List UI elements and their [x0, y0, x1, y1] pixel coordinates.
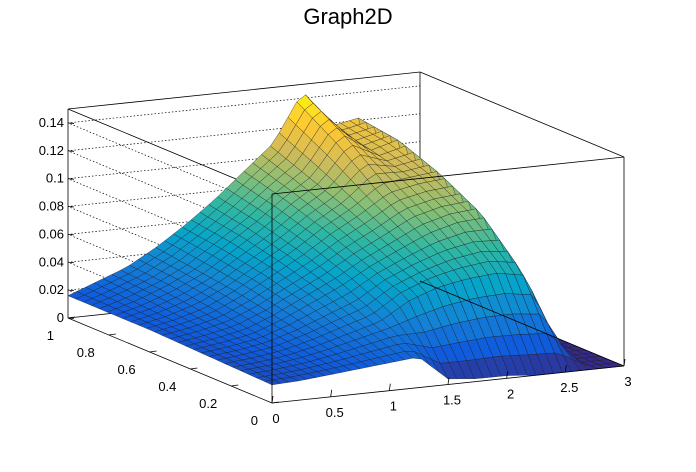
y-tick-label: 0.8 [77, 345, 95, 360]
x-tick [564, 365, 567, 373]
y-tick [271, 401, 280, 404]
z-tick [67, 178, 75, 180]
x-tick [447, 377, 450, 385]
z-tick-label: 0.04 [39, 254, 64, 269]
x-tick-label: 1 [390, 399, 397, 414]
z-tick-label: 0.06 [39, 226, 64, 241]
y-tick [108, 333, 116, 336]
z-tick-label: 0.08 [39, 199, 64, 214]
surface-mesh [67, 94, 625, 386]
z-tick [67, 289, 75, 292]
frame-edge [419, 280, 625, 367]
z-tick-label: 0 [57, 310, 64, 325]
z-tick [67, 206, 75, 208]
x-tick [506, 371, 509, 379]
y-tick [231, 384, 239, 387]
x-tick-label: 0.5 [326, 405, 344, 420]
z-tick-label: 0.02 [39, 282, 64, 297]
frame-edge [67, 317, 273, 404]
z-tick [67, 261, 75, 264]
x-tick [623, 358, 626, 367]
x-tick [330, 389, 333, 397]
y-tick [149, 350, 157, 353]
x-tick-label: 1.5 [443, 393, 461, 408]
z-tick-label: 0.1 [46, 171, 64, 186]
y-tick-label: 0.4 [158, 379, 176, 394]
y-tick [67, 316, 76, 319]
frame-edge [271, 156, 625, 195]
x-tick [388, 383, 391, 391]
y-tick-label: 0.6 [118, 362, 136, 377]
x-tick [271, 395, 274, 404]
x-tick-label: 2 [507, 386, 514, 401]
frame-edge [419, 71, 625, 158]
x-tick-label: 3 [624, 374, 631, 389]
z-tick [67, 150, 75, 152]
z-tick-label: 0.14 [39, 115, 64, 130]
z-tick [67, 122, 75, 124]
chart-title: Graph2D [303, 4, 393, 29]
axis-ticks: 0 0.02 0.04 0.06 0.08 0.1 0.12 0.14 0 0.5 1 1.5 2 2.5… [39, 115, 632, 428]
x-tick-label: 2.5 [560, 380, 578, 395]
y-tick-label: 0.2 [199, 396, 217, 411]
z-tick-label: 0.12 [39, 143, 64, 158]
y-tick [190, 367, 198, 370]
frame-edge [67, 71, 421, 110]
y-tick-label: 1 [47, 328, 54, 343]
x-tick-label: 0 [272, 411, 279, 426]
z-tick [67, 234, 75, 236]
plot-frame [271, 71, 625, 404]
y-tick-label: 0 [251, 413, 258, 428]
